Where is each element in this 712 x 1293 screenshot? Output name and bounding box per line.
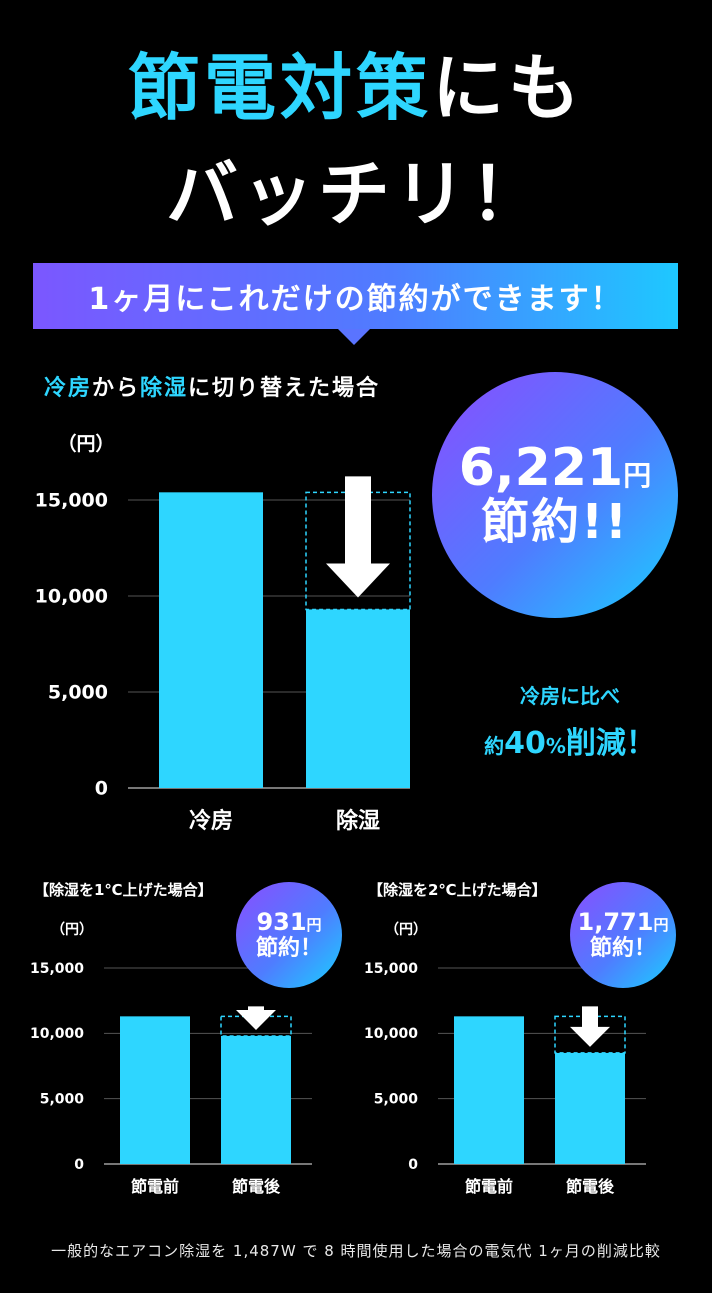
small-saving-unit-1: 円 (306, 916, 322, 935)
small-chart-2-bar (454, 1016, 524, 1164)
small-chart-2-y-tick-label: 5,000 (374, 1092, 419, 1108)
subtitle-cooling: 冷房 (44, 376, 93, 401)
small-saving-badge-2: 1,771円 節約！ (570, 882, 676, 988)
small-chart-2-category-label: 節電後 (565, 1177, 615, 1196)
main-chart-category-label: 冷房 (189, 808, 233, 834)
main-saving-badge: 6,221円 節約!! (432, 372, 678, 618)
main-chart-bar (306, 609, 410, 788)
small-bar-chart-2: （円） 0 5,000 10,000 15,000 節電前 節電後 (364, 922, 646, 1196)
main-chart-y-tick-label: 5,000 (48, 682, 108, 704)
small-chart-1-category-label: 節電前 (130, 1177, 179, 1196)
small-chart-1-bar (221, 1035, 291, 1164)
small-chart-2-category-label: 節電前 (464, 1177, 513, 1196)
small-chart-2-y-unit-label: （円） (385, 922, 427, 938)
small-chart-1-down-arrow (236, 1006, 276, 1030)
main-chart-subtitle: 冷房から除湿に切り替えた場合 (44, 370, 380, 402)
small-chart-1-y-tick-label: 10,000 (30, 1026, 84, 1042)
small-chart-2-title: 【除湿を2℃上げた場合】 (368, 881, 547, 899)
comparison-prefix: 約 (484, 734, 505, 758)
small-saving-amount-line-1: 931円 (256, 909, 321, 935)
small-chart-1-y-unit-label: （円） (51, 922, 93, 938)
small-saving-amount-2: 1,771 (577, 908, 654, 937)
comparison-line2: 約40%削減！ (470, 718, 670, 762)
small-saving-amount-1: 931 (256, 908, 307, 937)
small-saving-unit-2: 円 (653, 916, 669, 935)
small-chart-1-category-label: 節電後 (231, 1177, 281, 1196)
headline-rest: にも (432, 46, 585, 130)
comparison-line1: 冷房に比べ (520, 684, 620, 708)
small-bar-chart-1: （円） 0 5,000 10,000 15,000 節電前 節電後 (30, 922, 312, 1196)
small-chart-2-y-tick-label: 10,000 (364, 1026, 418, 1042)
subtitle-rest: に切り替えた場合 (188, 376, 381, 401)
small-chart-2-y-tick-label: 15,000 (364, 961, 418, 977)
banner-pointer (338, 329, 370, 345)
main-chart-bar (159, 492, 263, 788)
small-saving-label-1: 節約！ (255, 935, 322, 961)
main-bar-chart: （円） 0 5,000 10,000 15,000 冷房 除湿 (35, 432, 411, 834)
small-chart-2-y-tick-label: 0 (408, 1157, 418, 1173)
banner: 1ヶ月にこれだけの節約ができます！ (33, 263, 678, 329)
comparison-percent: % (545, 734, 566, 758)
small-chart-1-y-tick-label: 5,000 (40, 1092, 85, 1108)
small-chart-2-down-arrow (570, 1006, 610, 1047)
main-chart-y-tick-label: 15,000 (35, 490, 108, 512)
footnote: 一般的なエアコン除湿を 1,487W で 8 時間使用した場合の電気代 1ヶ月の… (51, 1242, 661, 1260)
main-chart-category-label: 除湿 (336, 808, 380, 834)
main-chart-y-tick-label: 0 (95, 778, 108, 800)
small-saving-amount-line-2: 1,771円 (578, 909, 669, 935)
subtitle-dehumidify: 除湿 (140, 376, 189, 401)
main-chart-down-arrow (326, 476, 390, 598)
small-chart-1-bar (120, 1016, 190, 1164)
main-chart-y-tick-label: 10,000 (35, 586, 108, 608)
headline-accent: 節電対策 (127, 46, 432, 130)
small-chart-2-bar (555, 1052, 625, 1164)
main-saving-amount: 6,221 (458, 438, 624, 499)
banner-text: 1ヶ月にこれだけの節約ができます！ (88, 282, 623, 317)
subtitle-from: から (92, 376, 141, 401)
small-saving-badge-1: 931円 節約！ (236, 882, 342, 988)
main-saving-amount-line: 6,221円 (459, 441, 652, 496)
small-chart-1-title: 【除湿を1℃上げた場合】 (34, 881, 213, 899)
main-saving-label: 節約!! (481, 493, 629, 550)
headline-line2: バッチリ！ (165, 152, 546, 236)
small-chart-1-y-tick-label: 0 (74, 1157, 84, 1173)
comparison-number: 40 (504, 726, 546, 761)
main-chart-y-unit-label: （円） (57, 432, 114, 455)
main-saving-unit: 円 (623, 459, 652, 493)
headline-line1: 節電対策にも (0, 52, 712, 124)
comparison-suffix: 削減！ (565, 726, 656, 761)
small-saving-label-2: 節約！ (589, 935, 656, 961)
small-chart-1-y-tick-label: 15,000 (30, 961, 84, 977)
